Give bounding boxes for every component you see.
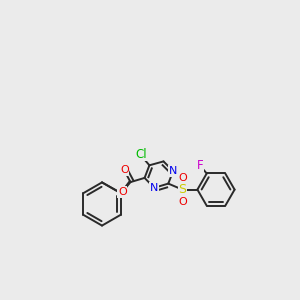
- Text: O: O: [118, 187, 127, 197]
- Text: N: N: [169, 166, 177, 176]
- Text: F: F: [197, 160, 203, 172]
- Text: O: O: [120, 165, 129, 175]
- Text: N: N: [150, 183, 158, 193]
- Text: O: O: [178, 196, 187, 207]
- Text: Cl: Cl: [135, 148, 147, 161]
- Text: S: S: [178, 183, 186, 196]
- Text: O: O: [178, 172, 187, 183]
